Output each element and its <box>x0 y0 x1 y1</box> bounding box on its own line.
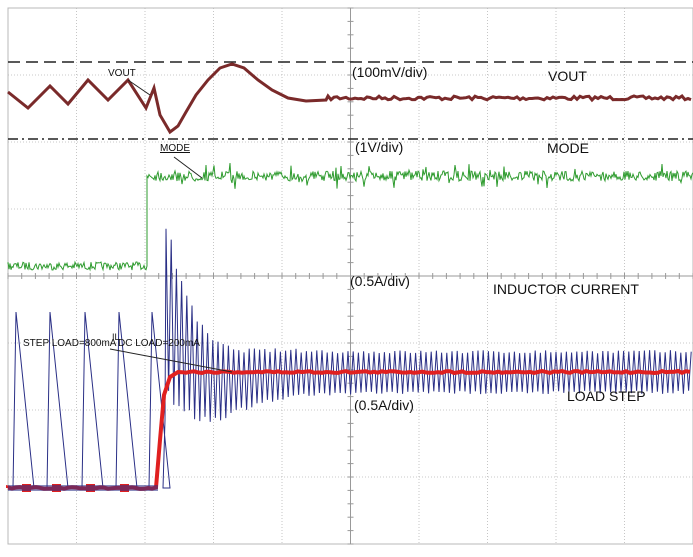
vout-scale-label: (100mV/div) <box>352 64 427 80</box>
load-step-series-name: LOAD STEP <box>567 388 646 404</box>
il-marker-label: IL <box>112 332 120 342</box>
series-inductor-current-trace <box>8 228 692 489</box>
load-low-overlay <box>8 485 158 491</box>
mode-marker-label: MODE <box>160 143 190 154</box>
series-vout-trace <box>7 62 692 135</box>
series-mode-trace <box>7 162 693 272</box>
vout-marker-leader <box>127 79 151 96</box>
dc-load-label: DC LOAD=200mA <box>118 338 200 349</box>
vout-series-name: VOUT <box>548 68 587 84</box>
mode-marker-leader <box>173 156 203 179</box>
mode-scale-label: (1V/div) <box>355 139 403 155</box>
inductor-current-series-name: INDUCTOR CURRENT <box>493 281 639 297</box>
step-load-label: STEP LOAD=800mA <box>23 338 117 349</box>
mode-series-name: MODE <box>547 140 589 156</box>
load-step-markers <box>8 484 158 492</box>
il-marker-leader <box>109 348 233 373</box>
vout-marker-label: VOUT <box>108 68 136 79</box>
inductor-current-scale-label: (0.5A/div) <box>350 273 410 289</box>
load-step-scale-label: (0.5A/div) <box>354 397 414 413</box>
